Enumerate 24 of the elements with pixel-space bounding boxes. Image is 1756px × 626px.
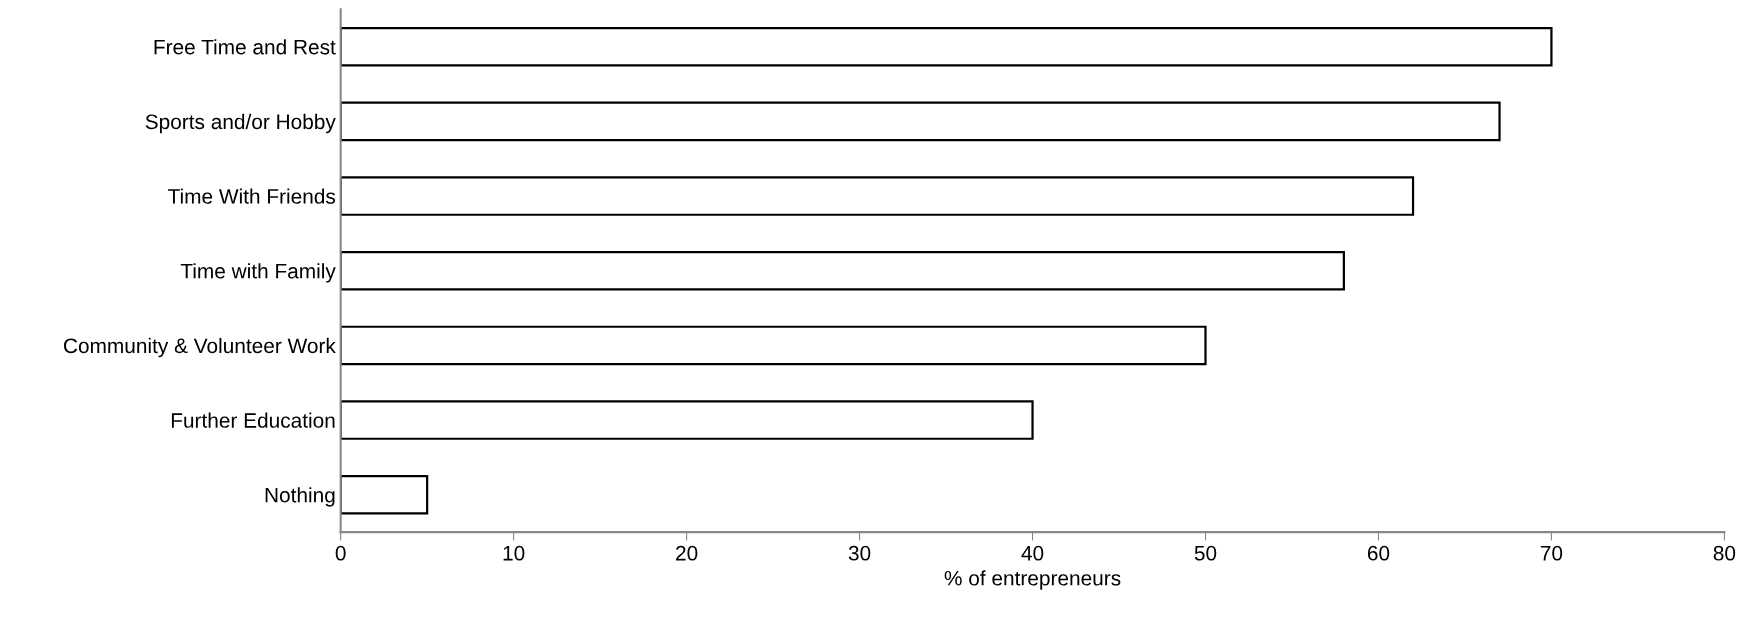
y-tick-label: Time With Friends: [168, 188, 336, 204]
y-tick-label: Sports and/or Hobby: [145, 113, 336, 134]
x-tick-label: 70: [1540, 545, 1563, 561]
x-tick-label: 10: [503, 545, 525, 561]
x-tick-label: 0: [335, 545, 346, 561]
bar: [340, 325, 1207, 366]
y-tick-label: Free Time and Rest: [154, 39, 336, 55]
bar: [340, 101, 1501, 142]
y-tick-label: Community & Volunteer Work: [63, 337, 336, 358]
x-tick-label: 80: [1713, 545, 1736, 561]
x-tick-label: 20: [676, 545, 698, 561]
y-tick-label: Time with Family: [180, 263, 336, 283]
x-tick-label: 30: [848, 545, 871, 561]
x-axis-title: % of entrepreneurs: [944, 570, 1121, 590]
y-tick-label: Further Education: [171, 412, 335, 428]
bar: [340, 474, 429, 515]
bar: [340, 176, 1415, 216]
y-tick-label: Nothing: [265, 487, 335, 507]
bar: [340, 26, 1553, 67]
x-tick-label: 60: [1367, 545, 1390, 561]
x-tick-label: 40: [1021, 545, 1044, 561]
bar: [340, 400, 1034, 440]
x-tick-label: 50: [1194, 545, 1217, 561]
bar: [340, 250, 1345, 291]
